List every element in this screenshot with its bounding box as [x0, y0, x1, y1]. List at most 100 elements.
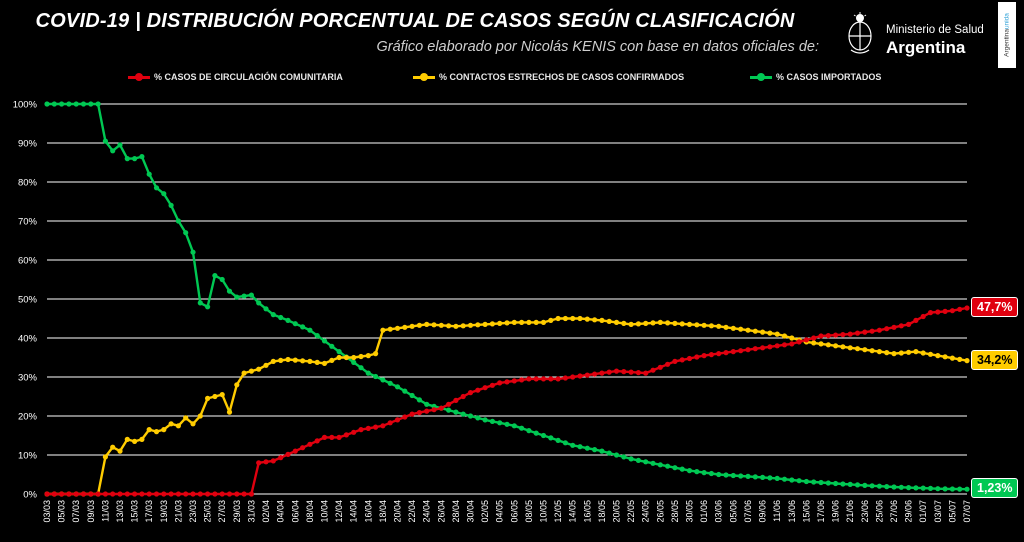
data-point	[394, 384, 401, 390]
x-tick-label: 05/03	[57, 500, 67, 523]
x-tick-label: 23/06	[860, 500, 870, 523]
data-point	[226, 409, 233, 415]
x-tick-label: 18/04	[378, 500, 388, 523]
data-point	[862, 482, 868, 488]
data-point	[300, 358, 306, 364]
data-point	[197, 413, 203, 419]
data-point	[161, 491, 167, 497]
data-point	[679, 357, 685, 363]
data-point	[358, 427, 364, 433]
data-point	[723, 324, 729, 330]
x-tick-label: 07/03	[71, 500, 81, 523]
x-tick-label: 08/05	[524, 500, 534, 523]
data-point	[592, 447, 598, 453]
data-point	[606, 318, 612, 324]
x-tick-label: 22/04	[407, 500, 417, 523]
data-point	[803, 478, 810, 485]
x-tick-label: 11/06	[772, 500, 782, 522]
data-point	[730, 472, 736, 479]
data-point	[519, 319, 525, 325]
data-point	[475, 322, 481, 328]
data-point	[59, 491, 65, 497]
data-point	[818, 341, 824, 347]
x-tick-label: 17/06	[816, 500, 826, 523]
data-point	[205, 395, 211, 401]
data-point	[168, 202, 174, 208]
data-point	[197, 491, 203, 497]
data-point	[628, 321, 634, 327]
data-point	[964, 486, 970, 492]
data-point	[774, 343, 780, 349]
data-point	[949, 308, 956, 314]
data-point	[635, 370, 642, 376]
y-tick-label: 10%	[18, 451, 38, 462]
data-point	[365, 370, 371, 376]
end-label-comunitaria: 47,7%	[971, 296, 1019, 317]
data-point	[898, 484, 904, 490]
data-point	[248, 491, 254, 497]
data-point	[234, 491, 240, 497]
data-point	[650, 367, 656, 373]
data-point	[767, 475, 773, 481]
data-point	[847, 481, 853, 487]
data-point	[628, 456, 634, 462]
data-point	[584, 372, 590, 378]
data-point	[278, 314, 284, 321]
data-point	[504, 379, 510, 385]
data-point	[635, 321, 642, 327]
x-tick-label: 23/03	[188, 500, 198, 523]
data-point	[825, 480, 831, 486]
data-point	[716, 471, 722, 478]
data-point	[730, 349, 736, 355]
x-tick-label: 21/06	[845, 500, 855, 523]
x-tick-label: 18/05	[597, 500, 607, 523]
data-point	[489, 418, 495, 424]
x-tick-label: 12/04	[334, 500, 344, 523]
data-point	[862, 329, 868, 335]
data-point	[431, 322, 437, 328]
data-point	[44, 491, 50, 497]
x-tick-label: 28/04	[451, 500, 461, 523]
data-point	[307, 327, 313, 333]
data-point	[927, 485, 934, 491]
data-point	[416, 410, 422, 416]
data-point	[613, 368, 620, 374]
data-point	[161, 191, 167, 197]
legend-label: % CONTACTOS ESTRECHOS DE CASOS CONFIRMAD…	[439, 72, 685, 82]
data-point	[409, 411, 415, 417]
data-point	[416, 322, 422, 328]
data-point	[102, 491, 108, 497]
data-point	[920, 313, 926, 320]
y-tick-label: 80%	[18, 178, 38, 189]
data-point	[949, 355, 956, 361]
data-point	[526, 376, 532, 382]
data-point	[424, 321, 430, 327]
data-point	[460, 393, 466, 400]
data-point	[453, 397, 459, 403]
chart-legend: % CASOS DE CIRCULACIÓN COMUNITARIA % CON…	[0, 72, 1024, 88]
data-point	[774, 475, 780, 481]
data-point	[161, 427, 167, 433]
data-point	[205, 304, 211, 310]
data-point	[679, 466, 685, 472]
data-point	[738, 326, 744, 332]
data-point	[402, 324, 408, 330]
data-point	[314, 359, 320, 365]
data-point	[292, 321, 298, 327]
series-line-importados	[47, 102, 968, 491]
data-point	[168, 421, 174, 427]
data-point	[694, 322, 700, 328]
data-point	[847, 331, 853, 337]
data-point	[745, 473, 751, 479]
x-tick-label: 10/04	[319, 500, 329, 523]
data-point	[51, 491, 57, 497]
data-point	[329, 434, 335, 440]
data-point	[183, 415, 189, 421]
data-point	[716, 351, 722, 357]
x-tick-label: 15/06	[801, 500, 811, 523]
x-tick-label: 16/05	[582, 500, 592, 523]
data-point	[263, 459, 269, 465]
data-point	[840, 332, 846, 338]
data-point	[351, 354, 357, 361]
data-point	[672, 465, 678, 471]
